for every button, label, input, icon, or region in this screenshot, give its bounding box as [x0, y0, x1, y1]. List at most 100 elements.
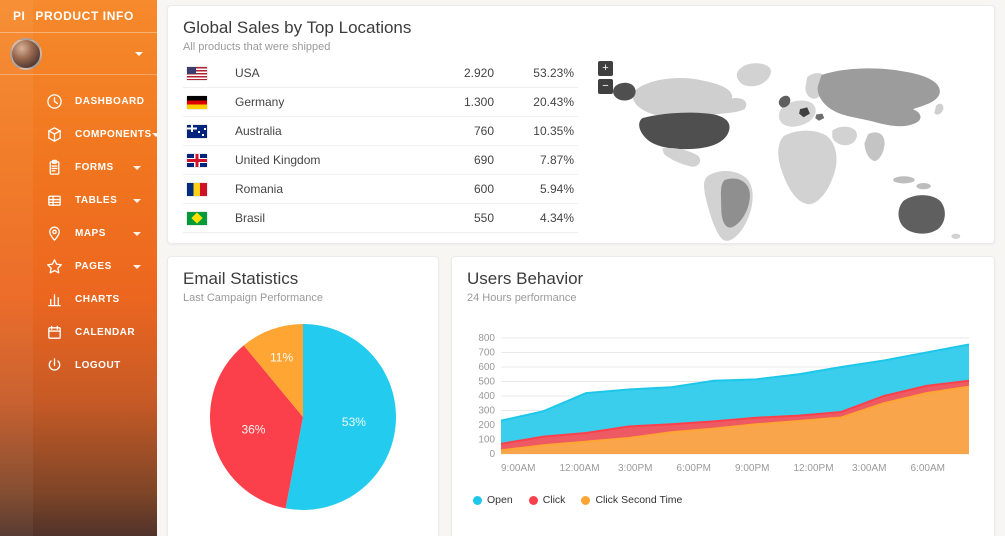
tables-icon — [48, 195, 61, 206]
map-region-new-zealand[interactable] — [951, 233, 961, 239]
logo-initials[interactable]: PI — [13, 9, 26, 23]
legend-label: Open — [487, 494, 513, 506]
map-region-mexico[interactable] — [662, 148, 701, 167]
sidebar-item-label: TABLES — [75, 195, 118, 206]
chart-legend: Open Click Click Second Time — [467, 494, 979, 506]
map-region-uk[interactable] — [778, 95, 791, 108]
legend-dot-icon — [528, 495, 538, 505]
sidebar-item-components[interactable]: COMPONENTS — [0, 118, 160, 151]
map-region-usa[interactable] — [639, 112, 730, 150]
components-icon — [48, 127, 61, 142]
pie-slice-click — [210, 345, 303, 509]
maps-icon — [49, 226, 60, 241]
sidebar-item-dashboard[interactable]: DASHBOARD — [0, 85, 157, 118]
user-menu[interactable] — [0, 33, 157, 75]
map-region-japan[interactable] — [934, 103, 944, 115]
map-zoom-in-button[interactable]: + — [598, 61, 613, 76]
calendar-icon — [48, 325, 61, 339]
x-axis-tick-label: 6:00PM — [677, 463, 711, 474]
x-axis-tick-label: 3:00AM — [852, 463, 886, 474]
sidebar-item-label: FORMS — [75, 162, 114, 173]
legend-item-click-second-time: Click Second Time — [581, 494, 682, 506]
world-map[interactable]: + − — [578, 59, 979, 247]
map-region-brazil[interactable] — [720, 178, 750, 228]
main-content: Global Sales by Top Locations All produc… — [157, 0, 1005, 536]
forms-icon — [49, 159, 60, 175]
email-statistics-card: Email Statistics Last Campaign Performan… — [167, 256, 439, 536]
charts-icon — [48, 294, 61, 307]
bottom-row: Email Statistics Last Campaign Performan… — [167, 256, 995, 536]
map-region-indonesia[interactable] — [893, 176, 915, 184]
map-region-romania[interactable] — [815, 113, 825, 121]
map-region-africa[interactable] — [778, 130, 837, 205]
global-sales-body: USA 2.920 53.23% Germany 1.300 20.43% Australi… — [183, 59, 979, 247]
country-value: 550 — [473, 211, 494, 225]
x-axis-tick-label: 12:00AM — [560, 463, 600, 474]
map-zoom-controls: + − — [598, 61, 613, 94]
sidebar-item-label: CALENDAR — [75, 327, 136, 338]
map-region-alaska[interactable] — [613, 82, 636, 101]
sidebar-item-calendar[interactable]: CALENDAR — [0, 316, 157, 349]
world-map-svg[interactable] — [596, 59, 979, 247]
country-percent: 10.35% — [533, 124, 574, 138]
email-statistics-title: Email Statistics — [183, 269, 299, 288]
country-name: United Kingdom — [235, 153, 321, 167]
flag-ro-icon — [187, 182, 207, 196]
chevron-down-icon — [133, 165, 141, 170]
sidebar-item-label: COMPONENTS — [75, 129, 152, 140]
pie-slice-label: 53% — [342, 415, 366, 429]
sidebar: PI PRODUCT INFO DASHBOARD COMPONENTS FORMS… — [0, 0, 160, 536]
sidebar-item-forms[interactable]: FORMS — [0, 151, 157, 184]
legend-item-click: Click — [528, 494, 565, 506]
users-behavior-title: Users Behavior — [467, 269, 584, 288]
map-region-russia-asia[interactable] — [817, 68, 940, 127]
x-axis-tick-label: 9:00PM — [735, 463, 769, 474]
map-region-indonesia-2[interactable] — [916, 182, 931, 190]
country-name: Romania — [235, 182, 284, 196]
users-behavior-card: Users Behavior 24 Hours performance 0 100… — [451, 256, 995, 536]
country-value: 690 — [473, 153, 494, 167]
map-zoom-out-button[interactable]: − — [598, 79, 613, 94]
map-region-greenland[interactable] — [736, 63, 771, 87]
pie-slice-click-second-time — [243, 324, 303, 417]
country-percent: 7.87% — [539, 153, 574, 167]
global-sales-subtitle: All products that were shipped — [183, 41, 331, 53]
country-value: 1.300 — [463, 95, 494, 109]
global-sales-card: Global Sales by Top Locations All produc… — [167, 5, 995, 244]
sidebar-item-tables[interactable]: TABLES — [0, 184, 157, 217]
users-area-chart: 0 100 200 300 400 500 600 700 800 9:00AM 12:00AM 3:… — [478, 333, 970, 474]
flag-us-icon — [187, 66, 207, 80]
user-avatar[interactable] — [10, 37, 42, 70]
table-row: Germany 1.300 20.43% — [183, 88, 578, 117]
table-row: Romania 600 5.94% — [183, 175, 578, 204]
global-sales-title: Global Sales by Top Locations — [183, 18, 412, 37]
sidebar-item-maps[interactable]: MAPS — [0, 217, 157, 250]
country-value: 760 — [473, 124, 494, 138]
chevron-down-icon — [133, 198, 141, 203]
country-percent: 53.23% — [533, 66, 574, 80]
map-region-australia[interactable] — [898, 195, 945, 234]
x-axis-tick-label: 9:00AM — [501, 463, 535, 474]
map-region-middle-east[interactable] — [832, 126, 857, 146]
flag-de-icon — [187, 95, 207, 109]
logo-text[interactable]: PRODUCT INFO — [35, 9, 134, 23]
country-value: 600 — [473, 182, 494, 196]
map-region-europe[interactable] — [778, 100, 816, 127]
dashboard-icon — [47, 94, 62, 109]
map-region-germany[interactable] — [799, 107, 810, 118]
sidebar-nav: DASHBOARD COMPONENTS FORMS TABLES MAPS PAGES C… — [0, 85, 160, 382]
sidebar-item-logout[interactable]: LOGOUT — [0, 349, 157, 382]
table-row: Australia 760 10.35% — [183, 117, 578, 146]
country-percent: 5.94% — [539, 182, 574, 196]
country-name: Germany — [235, 95, 285, 109]
sidebar-header: PI PRODUCT INFO — [0, 0, 157, 33]
map-region-india[interactable] — [864, 132, 885, 162]
country-name: Australia — [235, 124, 282, 138]
sidebar-item-charts[interactable]: CHARTS — [0, 283, 157, 316]
sidebar-item-pages[interactable]: PAGES — [0, 250, 157, 283]
area-series-click-second-time — [501, 386, 969, 454]
logout-icon — [48, 358, 61, 371]
y-axis-tick-label: 0 — [489, 449, 495, 460]
map-region-canada[interactable] — [632, 78, 747, 119]
